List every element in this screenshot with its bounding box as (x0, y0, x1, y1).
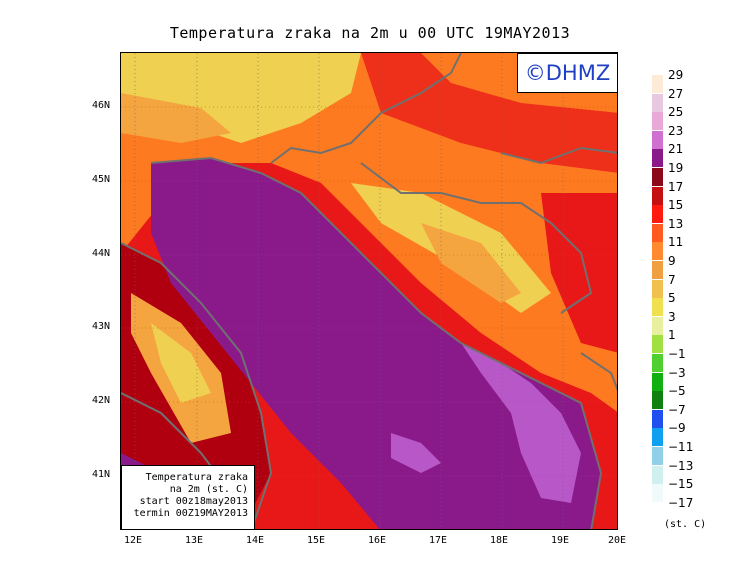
legend-swatch (652, 409, 663, 428)
legend-label: 21 (668, 142, 684, 157)
x-tick-17e: 17E (429, 535, 448, 546)
y-tick-42n: 42N (92, 395, 111, 406)
info-line-4: termin 00Z19MAY2013 (133, 508, 248, 519)
legend-label: 5 (668, 291, 676, 306)
y-tick-43n: 43N (92, 321, 111, 332)
legend-label: −17 (668, 495, 694, 510)
info-box: Temperatura zraka na 2m (st. C) start 00… (121, 465, 255, 529)
legend-label: 29 (668, 68, 684, 82)
legend-label: −7 (668, 402, 686, 417)
x-tick-15e: 15E (307, 535, 326, 546)
legend-label: 1 (668, 328, 676, 343)
legend-swatch (652, 261, 663, 279)
legend-swatch (652, 93, 663, 112)
x-tick-14e: 14E (246, 535, 265, 546)
legend-swatch (652, 335, 663, 354)
legend-label: −9 (668, 421, 686, 436)
adriatic-sea (151, 158, 601, 529)
legend-label: −1 (668, 347, 686, 361)
legend-swatch (652, 372, 663, 391)
map-title: Temperatura zraka na 2m u 00 UTC 19MAY20… (169, 24, 571, 42)
legend-swatch (652, 279, 663, 298)
temperature-map: ©DHMZ Temperatura zraka na 2m (st. C) st… (120, 52, 618, 530)
legend-swatch (652, 298, 663, 317)
legend-label: 27 (668, 86, 684, 101)
legend-label: 13 (668, 216, 684, 231)
legend-label: 19 (668, 161, 684, 175)
legend-label: 3 (668, 309, 676, 324)
legend-label: 9 (668, 254, 676, 268)
legend-swatch (652, 75, 663, 93)
x-tick-18e: 18E (490, 535, 509, 546)
info-line-2: na 2m (st. C) (169, 484, 248, 495)
legend-label: −3 (668, 365, 686, 380)
x-tick-19e: 19E (551, 535, 570, 546)
legend-swatch (652, 205, 663, 224)
south-adriatic-patch (461, 343, 581, 503)
x-tick-13e: 13E (185, 535, 204, 546)
legend-swatch (652, 316, 663, 335)
legend-label: 23 (668, 123, 684, 138)
y-tick-46n: 46N (92, 100, 111, 111)
small-sea-patch (391, 433, 441, 473)
legend-label: 15 (668, 198, 684, 213)
legend-swatch (652, 447, 663, 465)
legend-label: 25 (668, 105, 684, 120)
legend-unit: (st. C) (664, 519, 707, 530)
legend-swatch (652, 168, 663, 186)
info-line-3: start 00z18may2013 (139, 496, 248, 507)
map-canvas (121, 53, 617, 529)
legend-swatch (652, 465, 663, 484)
apennine-cool-zone (151, 323, 211, 403)
legend-label: −11 (668, 440, 694, 454)
x-tick-16e: 16E (368, 535, 387, 546)
legend-swatch (652, 242, 663, 261)
legend-swatch (652, 428, 663, 447)
legend-swatch (652, 484, 663, 503)
legend-label: 17 (668, 179, 684, 194)
po-valley-zone (121, 93, 231, 143)
legend-swatch (652, 223, 663, 242)
legend-label: −15 (668, 477, 694, 492)
x-tick-20e: 20E (608, 535, 627, 546)
legend-label: −5 (668, 384, 686, 399)
y-tick-41n: 41N (92, 469, 111, 480)
y-tick-45n: 45N (92, 174, 111, 185)
legend-swatch (652, 391, 663, 410)
legend-swatch (652, 354, 663, 372)
coastlines-borders (121, 53, 617, 529)
dhmz-logo: ©DHMZ (517, 53, 617, 93)
inland-mid-zone (421, 223, 521, 303)
info-line-1: Temperatura zraka (145, 472, 248, 483)
legend-swatch (652, 130, 663, 149)
x-tick-12e: 12E (124, 535, 143, 546)
legend-label: −13 (668, 458, 694, 473)
legend-label: 7 (668, 272, 676, 287)
legend-swatch (652, 149, 663, 168)
legend-swatch (652, 186, 663, 205)
legend-swatch (652, 112, 663, 131)
legend-label: 11 (668, 235, 684, 250)
y-tick-44n: 44N (92, 248, 111, 259)
